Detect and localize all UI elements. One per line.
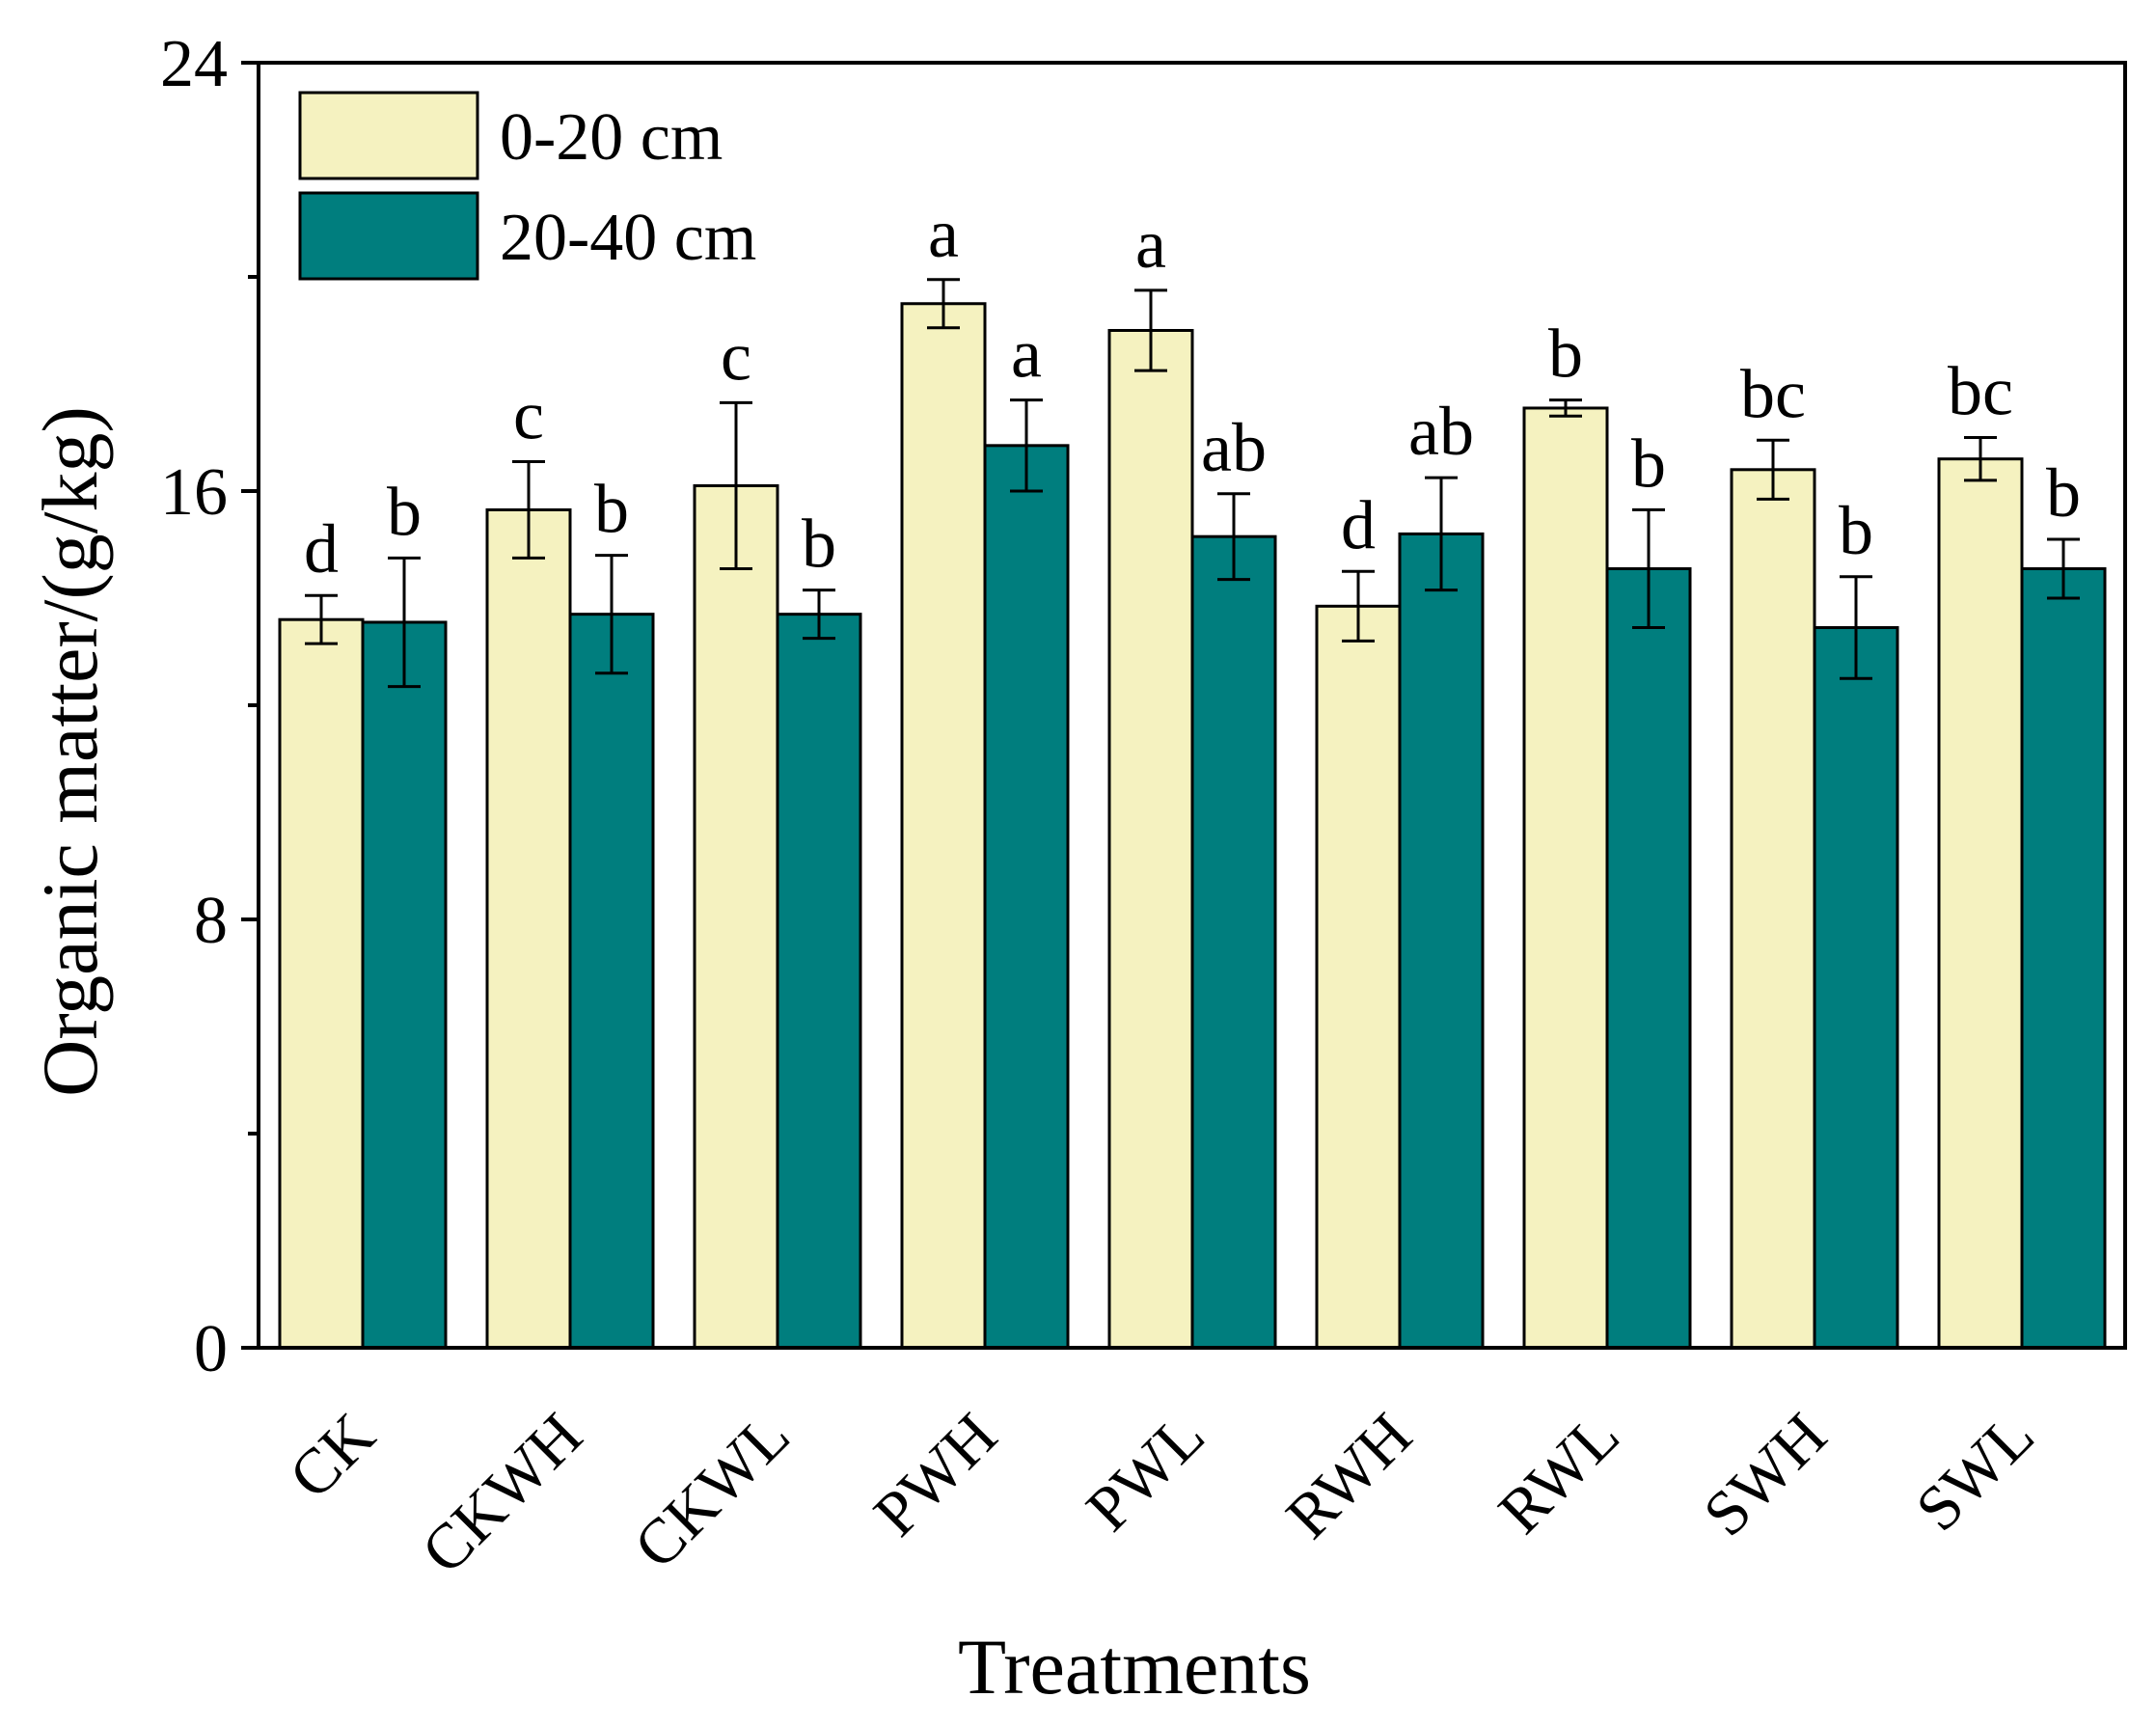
significance-letter-PWH-s0: a bbox=[928, 195, 959, 272]
legend: 0-20 cm 20-40 cm bbox=[298, 91, 756, 281]
x-tick-label-RWL: RWL bbox=[1486, 1400, 1633, 1547]
y-tick-label-8: 8 bbox=[194, 884, 228, 958]
bar-CKWL-s1 bbox=[776, 613, 862, 1350]
x-tick-label-PWH: PWH bbox=[860, 1400, 1010, 1549]
significance-letter-CKWL-s1: b bbox=[802, 506, 836, 583]
significance-letter-SWL-s0: bc bbox=[1948, 353, 2013, 430]
significance-letter-SWH-s0: bc bbox=[1740, 355, 1806, 432]
x-tick-label-SWL: SWL bbox=[1902, 1400, 2047, 1545]
bar-PWH-s0 bbox=[900, 302, 987, 1350]
significance-letter-PWH-s1: a bbox=[1011, 315, 1042, 393]
x-tick-label-CKWL: CKWL bbox=[621, 1400, 804, 1582]
significance-letter-CKWH-s1: b bbox=[594, 471, 629, 548]
x-tick-label-SWH: SWH bbox=[1690, 1400, 1840, 1549]
significance-letter-PWL-s1: ab bbox=[1201, 409, 1267, 486]
significance-letter-RWL-s1: b bbox=[1631, 424, 1666, 502]
x-axis-label: Treatments bbox=[958, 1623, 1311, 1711]
significance-letter-CKWH-s0: c bbox=[513, 376, 544, 453]
bar-RWH-s0 bbox=[1315, 604, 1402, 1350]
y-tick-label-0: 0 bbox=[194, 1312, 228, 1386]
significance-letter-CK-s0: d bbox=[304, 510, 339, 588]
legend-label-0-20cm: 0-20 cm bbox=[500, 100, 723, 175]
significance-letter-RWH-s0: d bbox=[1341, 486, 1376, 563]
x-tick-label-RWH: RWH bbox=[1273, 1400, 1426, 1552]
y-tick-label-16: 16 bbox=[160, 455, 228, 530]
bars-layer bbox=[278, 302, 2107, 1350]
significance-letter-RWH-s1: ab bbox=[1408, 393, 1474, 470]
bar-SWH-s1 bbox=[1813, 626, 1899, 1350]
error-bars-layer bbox=[305, 278, 2080, 689]
x-tick-label-CKWH: CKWH bbox=[408, 1400, 595, 1587]
legend-swatch-20-40cm bbox=[298, 191, 479, 281]
bar-CKWL-s0 bbox=[693, 483, 779, 1350]
bar-CKWH-s1 bbox=[568, 613, 655, 1350]
bar-CK-s0 bbox=[278, 617, 365, 1350]
significance-letter-SWL-s1: b bbox=[2046, 454, 2081, 532]
x-tick-label-CK: CK bbox=[276, 1400, 388, 1512]
bar-PWH-s1 bbox=[983, 444, 1070, 1350]
legend-swatch-0-20cm bbox=[298, 91, 479, 180]
bar-RWH-s1 bbox=[1398, 532, 1485, 1350]
bar-SWL-s0 bbox=[1937, 457, 2024, 1350]
bar-CK-s1 bbox=[361, 620, 448, 1350]
bar-PWL-s0 bbox=[1107, 329, 1194, 1350]
y-tick-label-24: 24 bbox=[160, 27, 228, 101]
y-axis-label: Organic matter/(g/kg) bbox=[26, 406, 114, 1097]
significance-letter-RWL-s0: b bbox=[1548, 315, 1583, 393]
bar-PWL-s1 bbox=[1190, 534, 1277, 1350]
bar-SWL-s1 bbox=[2020, 566, 2107, 1350]
x-tick-label-PWL: PWL bbox=[1073, 1400, 1217, 1545]
bar-CKWH-s0 bbox=[485, 507, 572, 1350]
significance-letter-SWH-s1: b bbox=[1839, 492, 1873, 569]
significance-letter-PWL-s0: a bbox=[1135, 205, 1166, 283]
significance-letter-CK-s1: b bbox=[387, 473, 422, 550]
legend-label-20-40cm: 20-40 cm bbox=[500, 201, 756, 275]
significance-letter-CKWL-s0: c bbox=[721, 317, 751, 395]
bar-RWL-s1 bbox=[1605, 566, 1692, 1350]
bar-RWL-s0 bbox=[1522, 406, 1609, 1350]
bar-SWH-s0 bbox=[1730, 468, 1816, 1350]
